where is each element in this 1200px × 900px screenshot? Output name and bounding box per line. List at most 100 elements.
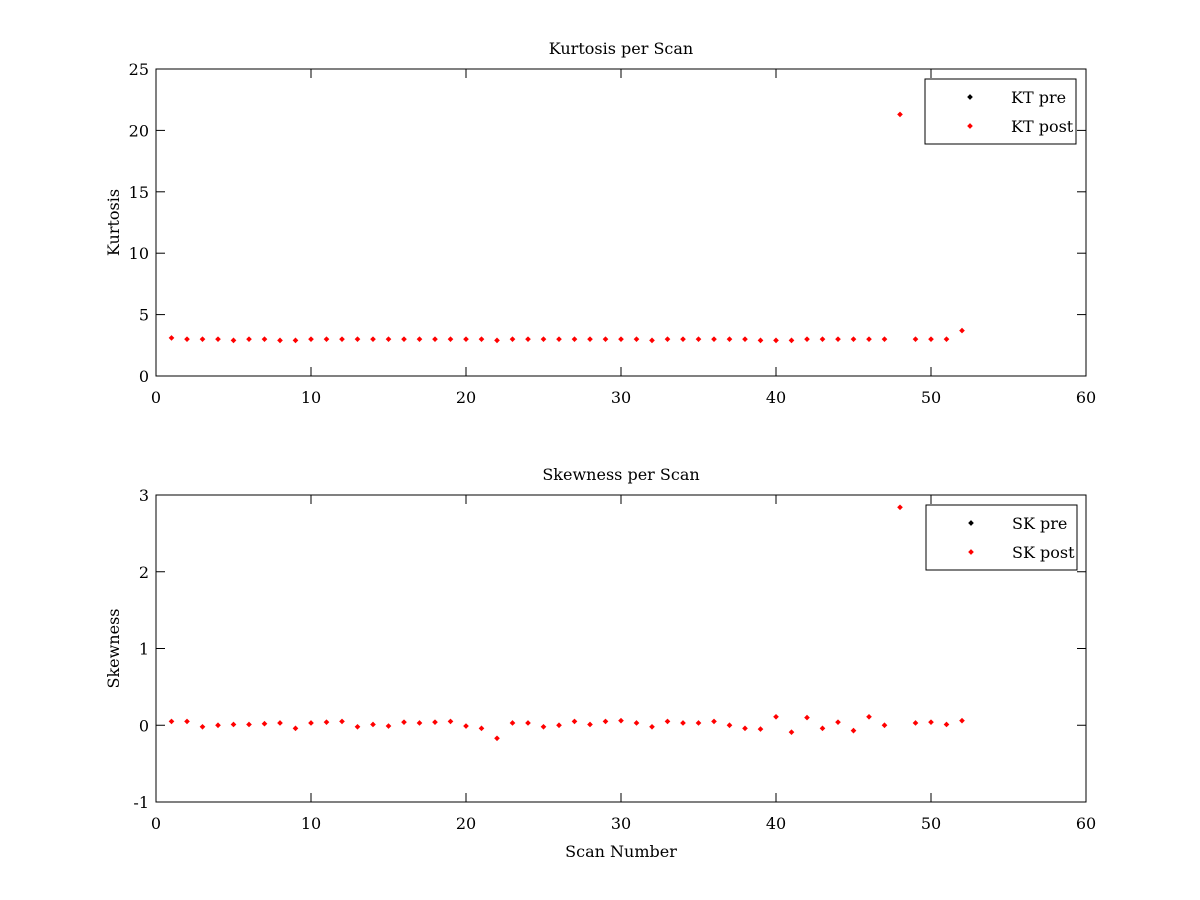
data-point <box>168 718 175 725</box>
data-point <box>416 720 423 726</box>
x-tick-label: 10 <box>301 388 321 407</box>
data-point <box>540 336 547 342</box>
data-point <box>850 727 857 734</box>
data-point <box>866 336 872 342</box>
data-point <box>773 337 779 344</box>
legend: KT pre KT post <box>924 78 1077 145</box>
data-point <box>354 336 361 342</box>
x-tick-label: 20 <box>456 814 476 833</box>
y-axis-label: Kurtosis <box>104 189 123 256</box>
data-point <box>618 717 624 724</box>
y-tick-label: 10 <box>129 244 149 263</box>
data-point <box>835 719 841 726</box>
data-point <box>261 336 268 342</box>
data-point <box>819 336 826 342</box>
x-tick-label: 0 <box>151 388 161 407</box>
data-point <box>339 718 345 725</box>
data-point <box>385 336 392 342</box>
data-point <box>943 336 950 342</box>
y-tick-label: -1 <box>133 793 149 812</box>
data-point <box>168 335 175 341</box>
data-point <box>230 721 237 728</box>
data-point <box>246 721 252 728</box>
data-point <box>711 718 717 725</box>
data-point <box>757 726 764 732</box>
data-point <box>385 723 392 729</box>
data-point <box>246 336 252 342</box>
series-post <box>168 111 965 344</box>
chart-title: Kurtosis per Scan <box>549 39 693 58</box>
data-point <box>742 336 748 342</box>
data-point <box>401 719 407 726</box>
data-point <box>711 336 717 342</box>
data-point <box>649 723 655 730</box>
data-point <box>432 719 438 726</box>
y-tick-label: 15 <box>129 183 149 202</box>
y-axis-label: Skewness <box>104 608 123 688</box>
series-post <box>168 504 965 742</box>
legend-marker <box>968 549 974 555</box>
legend-entry-label: KT post <box>1011 117 1074 136</box>
data-point <box>447 336 454 342</box>
data-point <box>726 722 733 729</box>
data-point <box>277 720 283 726</box>
data-point <box>478 725 485 732</box>
data-point <box>680 720 686 726</box>
x-tick-label: 20 <box>456 388 476 407</box>
data-point <box>525 720 531 726</box>
data-point <box>292 337 299 344</box>
data-point <box>370 721 376 728</box>
data-point <box>494 735 500 742</box>
legend-entry-label: KT pre <box>1011 88 1066 107</box>
data-point <box>509 720 516 726</box>
data-point <box>633 336 640 342</box>
x-tick-label: 40 <box>766 814 786 833</box>
data-point <box>277 337 283 344</box>
data-point <box>649 337 655 344</box>
data-point <box>912 720 919 726</box>
data-point <box>804 336 810 342</box>
data-point <box>959 717 965 724</box>
x-tick-label: 50 <box>921 814 941 833</box>
y-tick-label: 2 <box>139 563 149 582</box>
y-tick-label: 0 <box>139 716 149 735</box>
data-point <box>788 729 795 735</box>
data-point <box>308 336 314 342</box>
data-point <box>184 336 190 342</box>
x-tick-label: 60 <box>1076 814 1096 833</box>
legend-box <box>924 78 1077 145</box>
data-point <box>215 722 221 729</box>
data-point <box>261 720 268 727</box>
data-point <box>695 720 702 726</box>
x-tick-label: 30 <box>611 388 631 407</box>
data-point <box>664 718 671 725</box>
data-point <box>726 336 733 342</box>
data-point <box>416 336 423 342</box>
legend: SK pre SK post <box>925 504 1078 571</box>
x-tick-label: 30 <box>611 814 631 833</box>
data-point <box>571 718 578 725</box>
data-point <box>199 723 206 730</box>
legend-entry-label: SK post <box>1012 543 1075 562</box>
data-point <box>447 718 454 725</box>
legend-entry-label: SK pre <box>1012 514 1067 533</box>
data-point <box>323 336 330 342</box>
subplot-1: 0 10 20 30 40 50 60 0 5 10 15 20 25 Kurtosis per Scan… <box>104 39 1096 407</box>
y-tick-label: 0 <box>139 367 149 386</box>
data-point <box>912 336 919 342</box>
data-point <box>928 336 934 342</box>
x-tick-label: 40 <box>766 388 786 407</box>
data-point <box>354 723 361 730</box>
data-point <box>463 723 469 729</box>
data-point <box>540 723 547 730</box>
x-tick-label: 60 <box>1076 388 1096 407</box>
data-point <box>323 719 330 726</box>
data-point <box>339 336 345 342</box>
data-point <box>850 336 857 342</box>
data-point <box>866 713 872 720</box>
data-point <box>525 336 531 342</box>
data-point <box>742 725 748 732</box>
data-point <box>509 336 516 342</box>
data-point <box>199 336 206 342</box>
